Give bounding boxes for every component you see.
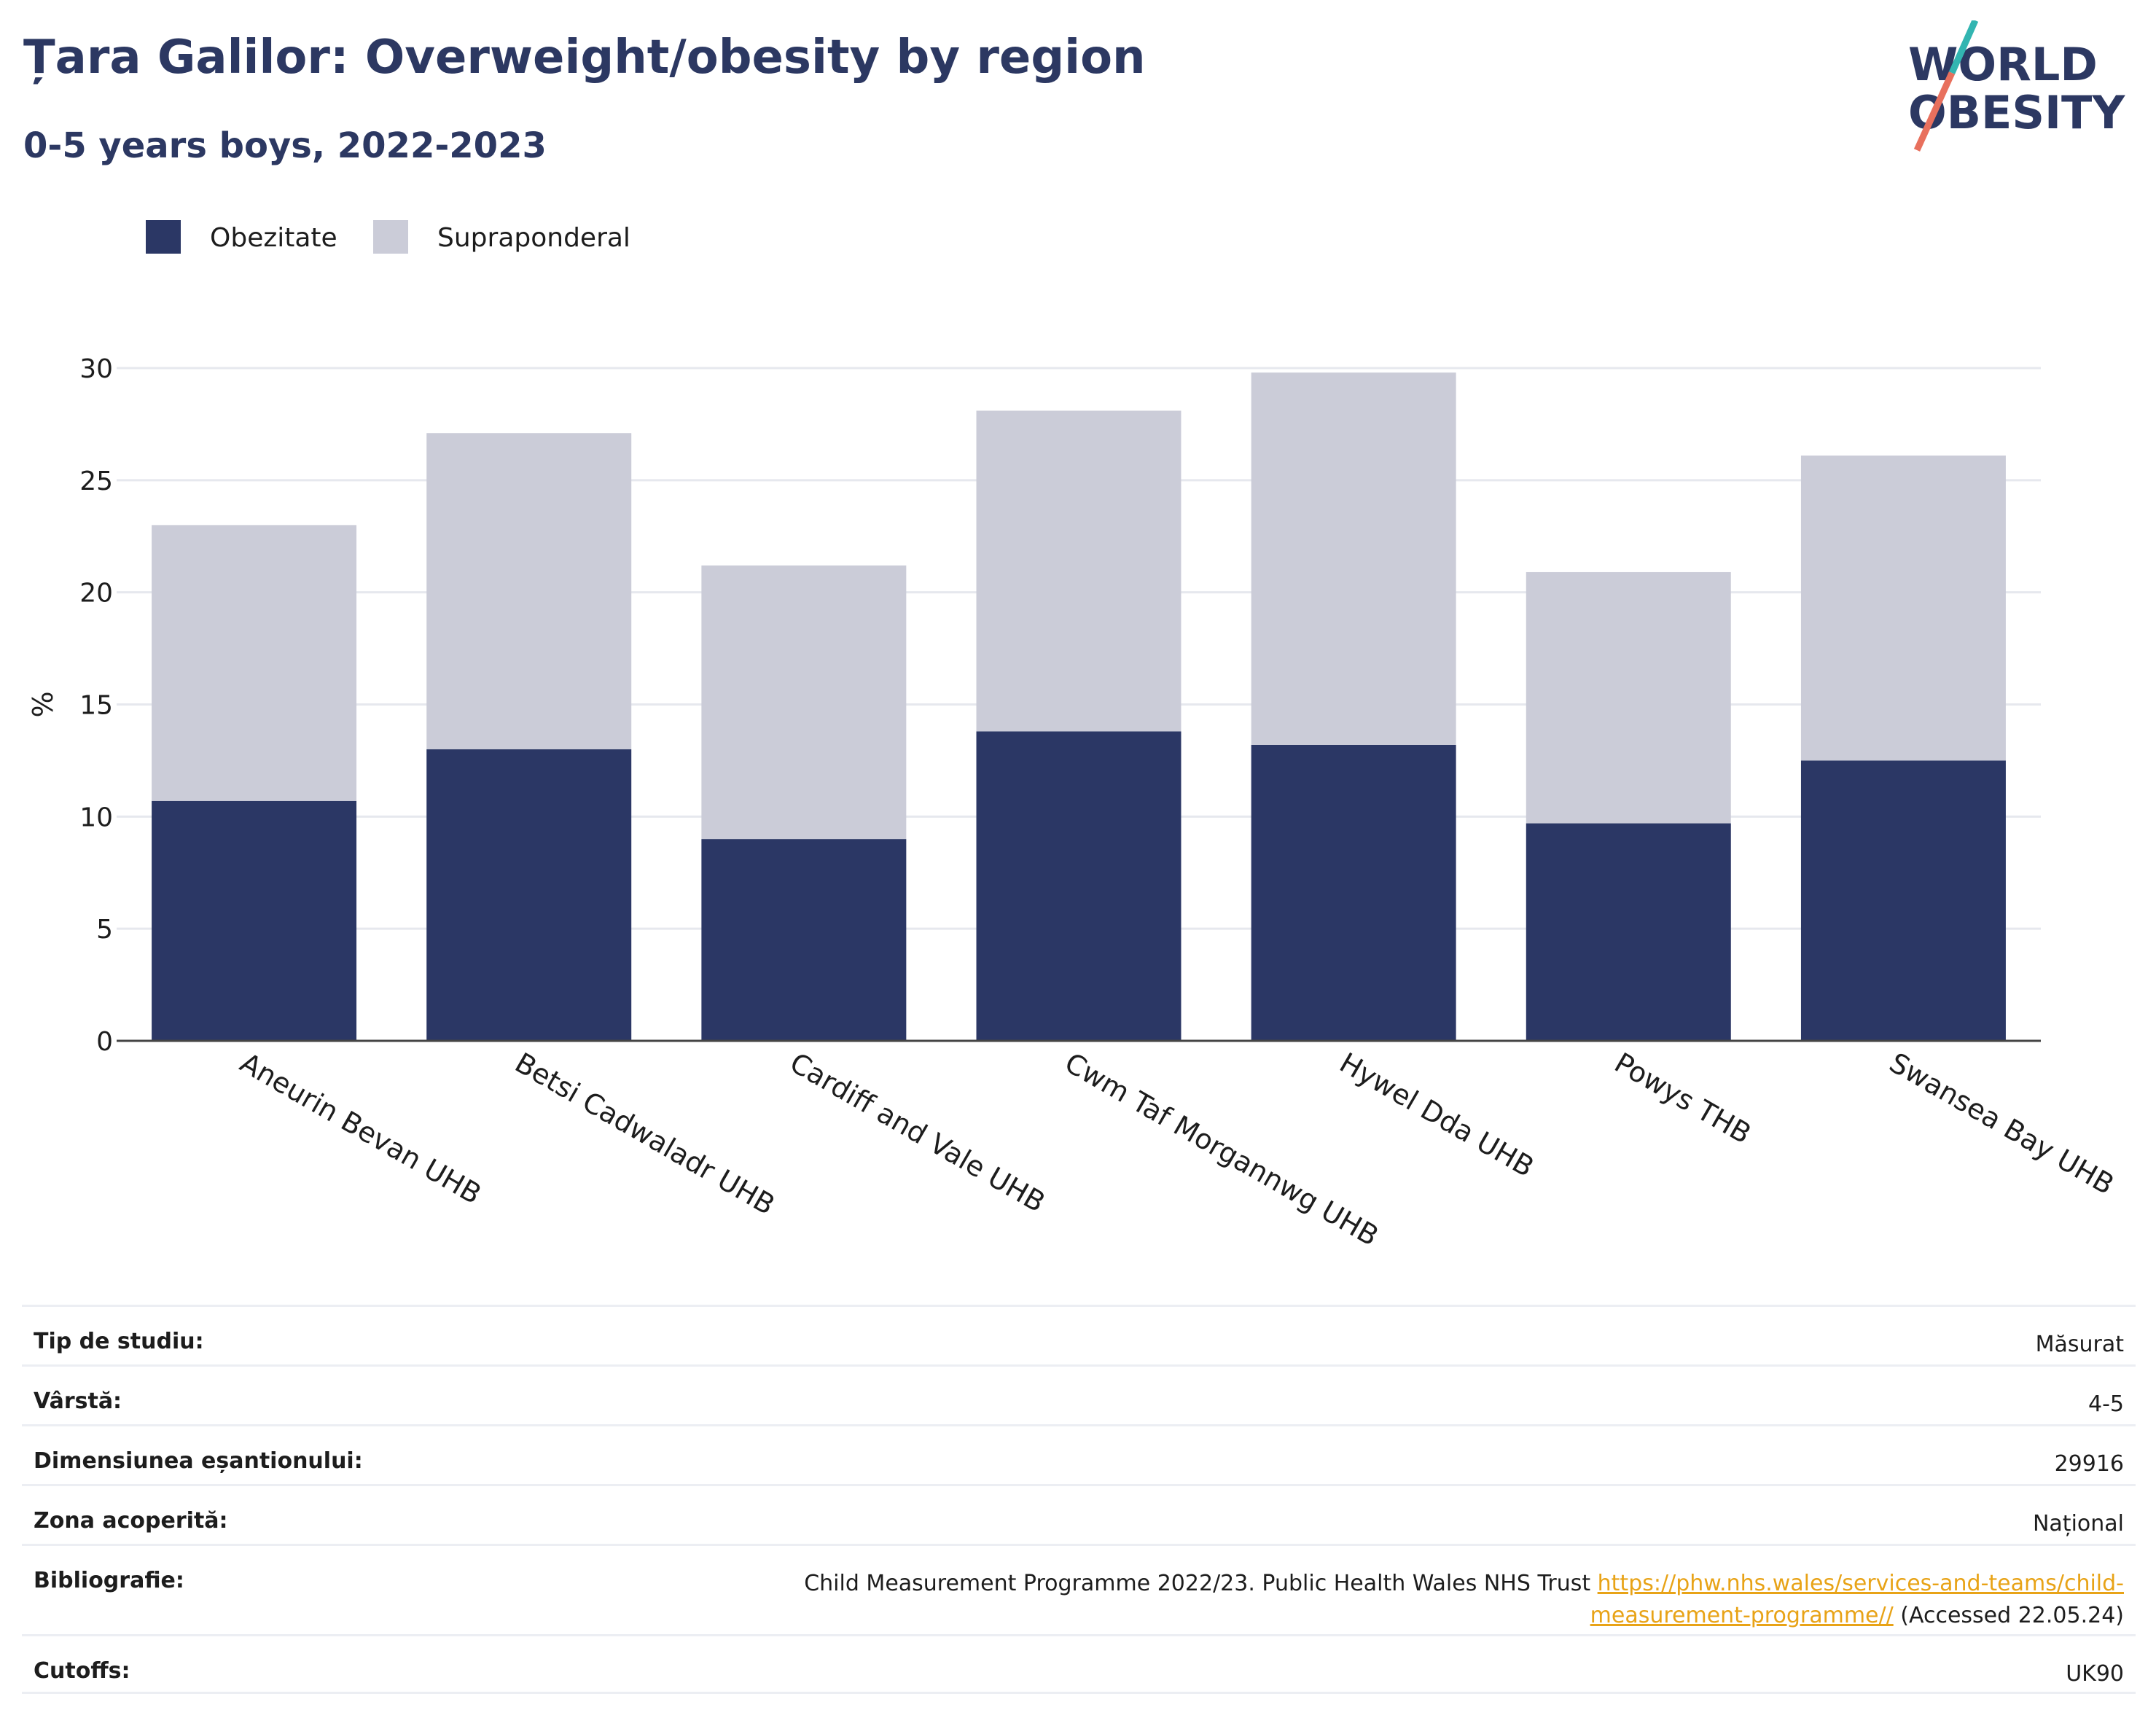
bar-overweight (1251, 372, 1456, 745)
bar-obesity (701, 839, 907, 1041)
bar-obesity (1800, 760, 2006, 1041)
logo-slash-coral (1913, 71, 1956, 152)
info-value: Child Measurement Programme 2022/23. Pub… (666, 1546, 2124, 1632)
x-tick-label: Betsi Cadwaladr UHB (509, 1047, 780, 1222)
info-value: 29916 (2054, 1451, 2124, 1477)
info-value: 4-5 (2088, 1391, 2124, 1417)
info-row-area: Zona acoperită: Național (22, 1484, 2136, 1544)
info-row-age: Vârstă: 4-5 (22, 1364, 2136, 1424)
y-tick-label: 20 (79, 579, 113, 609)
info-label: Dimensiunea eșantionului: (34, 1448, 363, 1474)
bar-overweight (976, 410, 1181, 732)
bibliography-link[interactable]: https://phw.nhs.wales/services-and-teams… (1590, 1571, 2124, 1628)
y-tick-label: 10 (79, 802, 113, 832)
info-row-sample-size: Dimensiunea eșantionului: 29916 (22, 1424, 2136, 1484)
x-axis: Aneurin Bevan UHB Betsi Cadwaladr UHB Card… (117, 1039, 2120, 1252)
x-tick-label: Hywel Dda UHB (1335, 1047, 1539, 1184)
info-table: Tip de studiu: Măsurat Vârstă: 4-5 Dimen… (22, 1305, 2136, 1694)
bar-obesity (152, 800, 357, 1041)
bars (152, 372, 2006, 1041)
info-label: Vârstă: (34, 1389, 122, 1414)
legend-label: Supraponderal (437, 223, 630, 253)
x-tick-label: Swansea Bay UHB (1884, 1047, 2120, 1201)
info-row-study-type: Tip de studiu: Măsurat (22, 1305, 2136, 1364)
legend-swatch (146, 220, 181, 254)
y-tick-label: 25 (79, 466, 113, 496)
bar-overweight (1800, 455, 2006, 761)
info-row-bibliography: Bibliografie: Child Measurement Programm… (22, 1544, 2136, 1634)
bar-obesity (1251, 744, 1456, 1041)
bar-overweight (1526, 571, 1731, 824)
y-tick-label: 0 (96, 1027, 113, 1057)
bar-overweight (701, 565, 907, 840)
y-axis-label: % (27, 691, 59, 717)
y-tick-label: 30 (79, 354, 113, 384)
stacked-bar-chart: Obezitate Supraponderal 0 5 10 15 20 25 30% Ane… (27, 220, 2120, 1252)
page-title: Țara Galilor: Overweight/obesity by regi… (23, 31, 1146, 85)
bar-obesity (426, 749, 632, 1041)
legend: Obezitate Supraponderal (146, 220, 630, 254)
info-label: Bibliografie: (34, 1568, 184, 1593)
info-label: Zona acoperită: (34, 1508, 228, 1534)
y-tick-label: 15 (79, 691, 113, 721)
bar-overweight (426, 433, 632, 750)
world-obesity-logo: WORLD OBESITY (1908, 20, 2125, 152)
bibliography-text: Child Measurement Programme 2022/23. Pub… (804, 1571, 1598, 1596)
x-tick-label: Powys THB (1609, 1047, 1757, 1150)
bar-obesity (976, 731, 1181, 1041)
page-subtitle: 0-5 years boys, 2022-2023 (23, 125, 547, 166)
info-label: Tip de studiu: (34, 1329, 204, 1354)
x-tick-label: Cardiff and Vale UHB (784, 1047, 1050, 1219)
info-value: UK90 (2066, 1661, 2124, 1687)
y-tick-label: 5 (96, 915, 113, 945)
bar-obesity (1526, 823, 1731, 1041)
legend-swatch (373, 220, 408, 254)
logo-slash-teal (1948, 20, 1979, 74)
logo-text-world: WORLD (1908, 38, 2098, 91)
y-axis: 0 5 10 15 20 25 30% (27, 354, 113, 1057)
info-value: Național (2032, 1511, 2124, 1536)
legend-label: Obezitate (210, 223, 337, 253)
x-tick-label: Cwm Taf Morgannwg UHB (1060, 1047, 1384, 1252)
x-tick-label: Aneurin Bevan UHB (235, 1047, 487, 1211)
info-value: Măsurat (2035, 1332, 2124, 1357)
info-row-cutoffs: Cutoffs: UK90 (22, 1634, 2136, 1694)
bibliography-accessed: (Accessed 22.05.24) (1893, 1603, 2124, 1628)
info-label: Cutoffs: (34, 1658, 130, 1684)
bar-overweight (152, 525, 357, 801)
